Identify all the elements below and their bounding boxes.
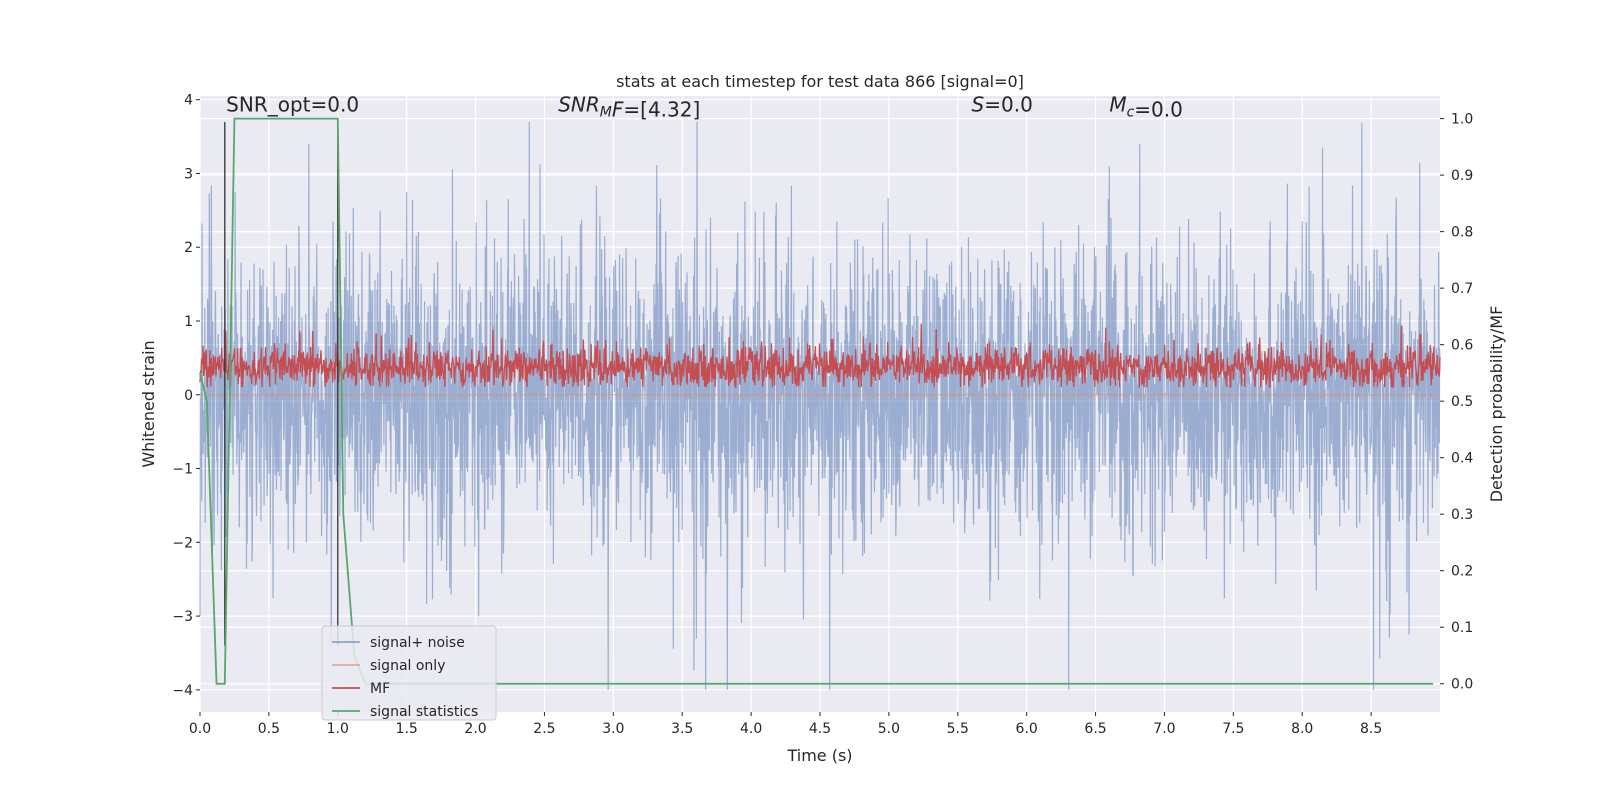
annotation-snr-mf: SNRMF=[4.32] (558, 92, 700, 121)
legend-box (321, 625, 497, 721)
y-tick-label: 1 (184, 314, 193, 330)
y2-tick-label: 1.0 (1451, 112, 1473, 128)
x-tick-label: 8.0 (1291, 721, 1313, 737)
x-tick-label: 7.0 (1153, 721, 1175, 737)
y2-tick-label: 0.2 (1451, 564, 1473, 580)
y-tick-label: 2 (184, 240, 193, 256)
x-tick-label: 3.5 (671, 721, 693, 737)
y-tick-label: 3 (184, 166, 193, 182)
x-axis-ticks: 0.0 0.5 1.0 1.5 2.0 2.5 3.0 3.5 4.0 4.5 5.0 5.5 6.0 6… (189, 712, 1382, 737)
x-tick-label: 0.0 (189, 721, 211, 737)
y2-tick-label: 0.6 (1451, 338, 1473, 354)
series-layer (199, 117, 1441, 690)
x-tick-label: 4.5 (809, 721, 831, 737)
annotation-s-value: S=0.0 (972, 92, 1033, 116)
y-tick-label: 4 (184, 93, 193, 109)
y-tick-label: −3 (172, 609, 193, 625)
legend-items: signal+ noise signal only MF signal statist… (332, 635, 478, 720)
x-tick-label: 6.0 (1016, 721, 1038, 737)
x-tick-label: 1.5 (396, 721, 418, 737)
x-tick-label: 1.0 (327, 721, 349, 737)
x-tick-label: 8.5 (1360, 721, 1382, 737)
y-tick-label: −2 (172, 535, 193, 551)
y-tick-label: −4 (172, 683, 193, 699)
x-axis-label: Time (s) (786, 746, 852, 765)
y2-tick-label: 0.4 (1451, 451, 1473, 467)
x-tick-label: 7.5 (1222, 721, 1244, 737)
y2-tick-label: 0.8 (1451, 225, 1473, 241)
x-tick-label: 4.0 (740, 721, 762, 737)
y2-tick-label: 0.5 (1451, 394, 1473, 410)
annotation-mc-value: Mc=0.0 (1109, 92, 1183, 121)
legend-label: signal+ noise (370, 635, 465, 651)
y-tick-label: −1 (172, 462, 193, 478)
x-tick-label: 0.5 (258, 721, 280, 737)
legend-label: signal statistics (370, 704, 478, 720)
y2-axis-ticks: 1.0 0.9 0.8 0.7 0.6 0.5 0.4 0.3 0.2 0.1 0.0 (1440, 112, 1473, 693)
x-tick-label: 5.0 (878, 721, 900, 737)
series-line-signal-noise (199, 121, 1441, 690)
chart-title: stats at each timestep for test data 866… (616, 72, 1024, 91)
y2-tick-label: 0.7 (1451, 281, 1473, 297)
x-tick-label: 5.5 (947, 721, 969, 737)
legend-label: MF (370, 681, 390, 697)
y2-tick-label: 0.1 (1451, 620, 1473, 636)
y2-tick-label: 0.9 (1451, 168, 1473, 184)
annotation-snr-opt: SNR_opt=0.0 (226, 92, 359, 116)
y2-tick-label: 0.0 (1451, 677, 1473, 693)
y-axis-label: Whitened strain (139, 340, 158, 467)
vertical-markers (224, 121, 339, 646)
legend-label: signal only (370, 658, 445, 674)
x-tick-label: 3.0 (602, 721, 624, 737)
x-tick-label: 2.5 (533, 721, 555, 737)
y2-tick-label: 0.3 (1451, 507, 1473, 523)
legend: signal+ noise signal only MF signal statist… (321, 625, 497, 721)
y2-axis-label: Detection probability/MF (1487, 306, 1506, 503)
x-tick-label: 6.5 (1084, 721, 1106, 737)
x-tick-label: 2.0 (464, 721, 486, 737)
y-axis-ticks: 4 3 2 1 0 −1 −2 −3 −4 (172, 93, 200, 699)
y-tick-label: 0 (184, 388, 193, 404)
series-line-mf (199, 323, 1441, 389)
annotations: SNR_opt=0.0 SNRMF=[4.32] S=0.0 Mc=0.0 (226, 92, 1183, 121)
